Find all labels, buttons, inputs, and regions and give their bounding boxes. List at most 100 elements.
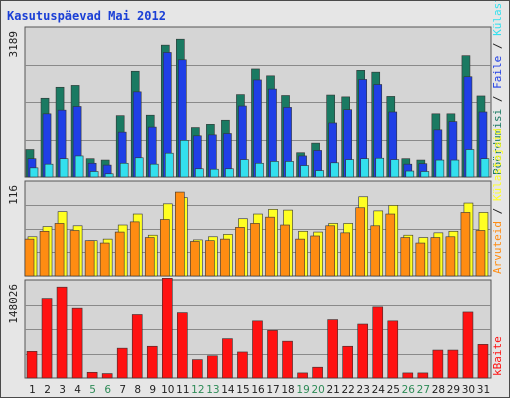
day-label: 2 <box>44 384 51 396</box>
bar <box>84 240 95 277</box>
day-label: 3 <box>59 384 66 396</box>
day-label: 15 <box>236 384 249 396</box>
bar <box>235 227 245 277</box>
legend-entry: Pöördumisi <box>491 109 504 175</box>
panel-visits: 3189 <box>7 26 492 178</box>
bar <box>220 238 230 277</box>
day-label: 8 <box>134 384 141 396</box>
bar <box>29 167 39 178</box>
bar <box>390 159 400 178</box>
day-label: 5 <box>89 384 96 396</box>
legend-entry: / <box>491 89 504 109</box>
day-label: 29 <box>447 384 460 396</box>
panel-pages: 116 <box>7 180 492 277</box>
day-label: 17 <box>266 384 279 396</box>
bar <box>54 223 65 277</box>
bar <box>265 216 275 277</box>
legend-entry: Faile <box>491 56 504 89</box>
bar <box>114 231 125 277</box>
day-label: 25 <box>387 384 400 396</box>
bar <box>240 159 249 178</box>
bar <box>225 168 234 178</box>
legend-entry: Külastusi <box>491 1 504 36</box>
bar <box>475 230 486 277</box>
day-axis-labels: 1 2 3 4 5 6 7 8 9 10 11 12 13 14 15 16 17 18 19 20 21 22 23 24 2… <box>29 384 490 396</box>
bar <box>270 161 279 178</box>
day-label: 31 <box>477 384 490 396</box>
bar <box>207 355 218 379</box>
bar <box>315 170 324 178</box>
panel-max-label: 3189 <box>7 31 20 58</box>
bar <box>159 219 170 277</box>
day-label: 28 <box>432 384 445 396</box>
day-label: 4 <box>74 384 81 396</box>
bar <box>432 349 444 379</box>
bar <box>149 163 159 178</box>
day-label: 12 <box>191 384 204 396</box>
legend-panel-2: Arvuteid / Külastajaid <box>491 128 504 274</box>
bar <box>41 298 53 379</box>
bar <box>327 319 338 379</box>
bar <box>56 286 68 379</box>
bar <box>89 171 99 178</box>
series-Arvuteid <box>24 191 486 277</box>
bar <box>325 225 335 277</box>
bar <box>435 159 445 178</box>
bar <box>465 149 475 178</box>
legend-entry: Arvuteid <box>491 221 504 274</box>
bar <box>447 349 459 379</box>
day-label: 20 <box>311 384 324 396</box>
bar <box>342 345 353 379</box>
bar <box>253 79 262 178</box>
bar <box>116 347 128 379</box>
bar <box>445 236 456 277</box>
day-label: 26 <box>402 384 416 396</box>
bar <box>74 155 84 178</box>
bar <box>146 345 158 379</box>
bar <box>192 359 203 379</box>
bar <box>357 323 369 379</box>
bar <box>460 212 471 277</box>
day-label: 24 <box>372 384 386 396</box>
day-label: 21 <box>326 384 339 396</box>
day-label: 23 <box>357 384 370 396</box>
bar <box>430 237 441 277</box>
bar <box>280 224 290 277</box>
bar <box>375 157 385 178</box>
bar <box>387 320 399 379</box>
bar <box>370 225 381 277</box>
day-label: 10 <box>161 384 174 396</box>
day-label: 16 <box>251 384 265 396</box>
day-label: 13 <box>206 384 219 396</box>
bar <box>161 278 173 379</box>
day-label: 1 <box>29 384 36 396</box>
bar <box>450 159 460 178</box>
chart-title: Kasutuspäevad Mai 2012 <box>7 9 166 23</box>
bar <box>252 320 263 379</box>
bar <box>119 162 129 178</box>
bar <box>372 306 384 379</box>
bar <box>285 161 294 178</box>
bar <box>86 371 98 379</box>
bar <box>104 173 114 178</box>
day-label: 27 <box>417 384 430 396</box>
bar <box>177 312 188 379</box>
bar <box>69 230 80 277</box>
day-label: 19 <box>296 384 309 396</box>
bar <box>99 242 110 277</box>
series-Faile <box>27 52 488 178</box>
bar <box>190 241 200 277</box>
day-label: 14 <box>221 384 235 396</box>
bar <box>134 157 144 178</box>
bar <box>360 158 370 178</box>
legend-panel-1: Pöördumisi / Faile / Külastusi <box>491 1 504 175</box>
bar <box>480 158 490 178</box>
legend-entry: / <box>491 201 504 221</box>
bar <box>312 366 323 379</box>
bar <box>330 162 339 178</box>
bar <box>417 372 429 379</box>
legend-entry: Külastajaid <box>491 128 504 201</box>
day-label: 6 <box>104 384 111 396</box>
bar <box>26 351 38 379</box>
